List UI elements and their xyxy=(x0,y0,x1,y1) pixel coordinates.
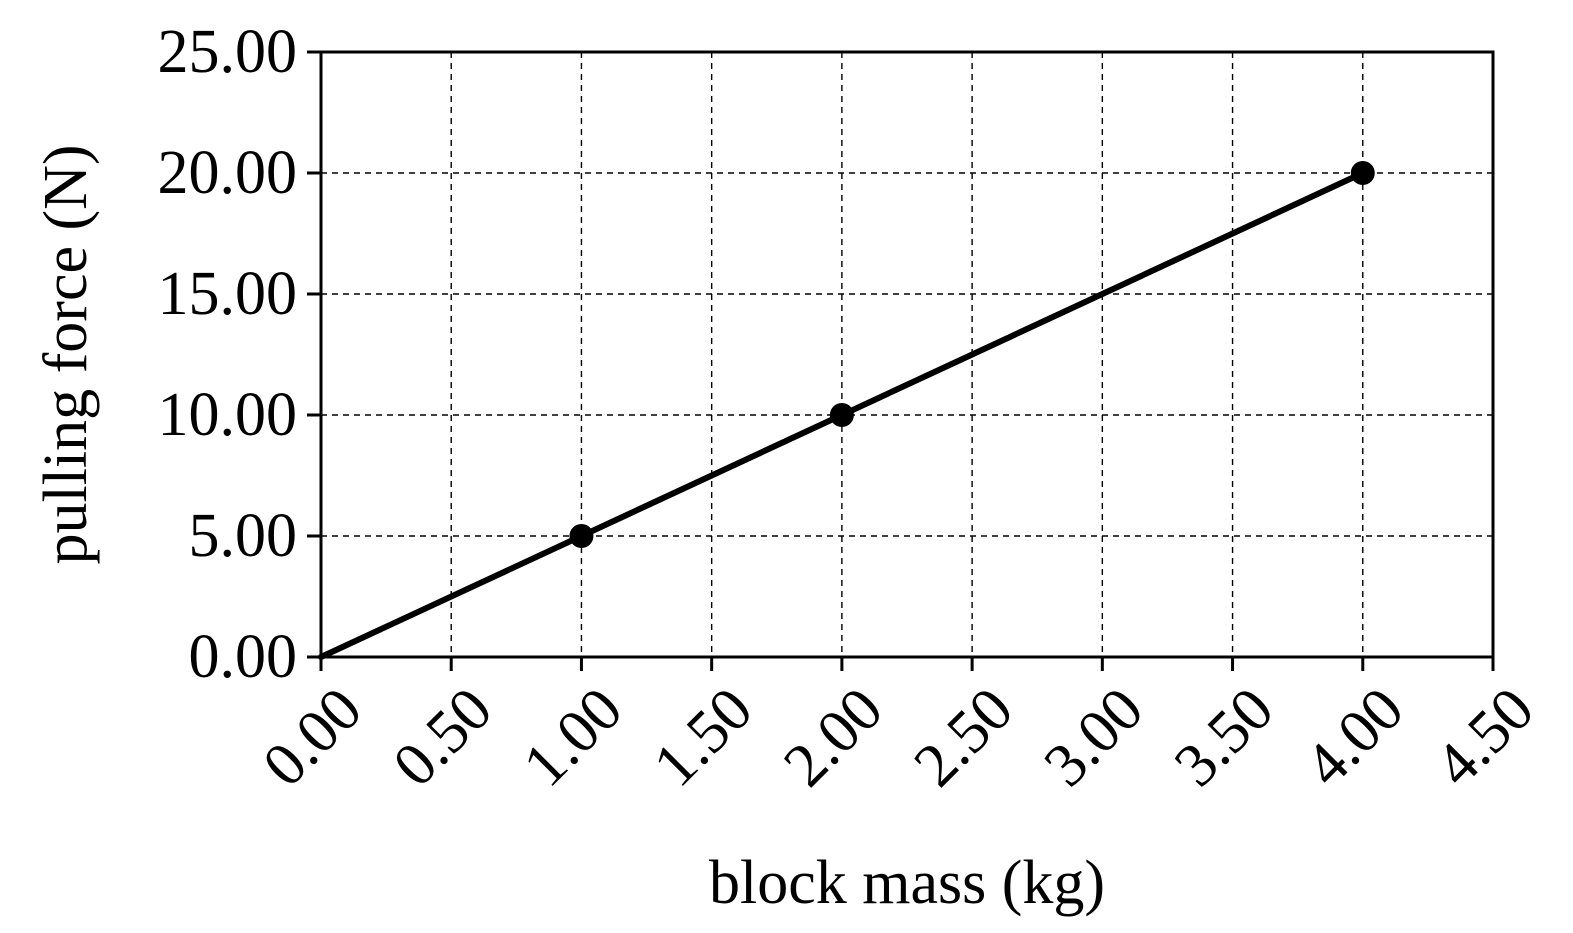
y-tick-label: 20.00 xyxy=(158,139,298,207)
x-tick-label: 4.00 xyxy=(1292,675,1417,800)
data-point xyxy=(569,524,594,548)
y-axis-title: pulling force (N) xyxy=(32,144,100,564)
y-tick-label: 0.00 xyxy=(189,623,298,691)
x-tick-label: 1.00 xyxy=(511,675,636,800)
plot-frame xyxy=(319,50,1495,659)
plot-area xyxy=(318,161,1375,660)
y-tick-label: 5.00 xyxy=(189,502,298,570)
axis-ticks xyxy=(307,50,1495,671)
x-tick-label: 3.00 xyxy=(1031,675,1156,800)
x-tick-label: 1.50 xyxy=(641,675,766,800)
grid xyxy=(321,52,1493,657)
x-tick-label: 0.00 xyxy=(250,675,375,800)
data-point xyxy=(829,403,854,427)
y-tick-label: 10.00 xyxy=(158,381,298,449)
x-tick-label: 2.50 xyxy=(901,675,1026,800)
x-tick-label: 2.00 xyxy=(771,675,896,800)
data-point xyxy=(1350,161,1375,185)
x-tick-label: 3.50 xyxy=(1162,675,1287,800)
x-tick-label: 4.50 xyxy=(1422,675,1547,800)
x-tick-label: 0.50 xyxy=(380,675,505,800)
x-axis-title: block mass (kg) xyxy=(709,849,1105,917)
y-tick-label: 15.00 xyxy=(158,260,298,328)
y-tick-label: 25.00 xyxy=(158,18,298,86)
